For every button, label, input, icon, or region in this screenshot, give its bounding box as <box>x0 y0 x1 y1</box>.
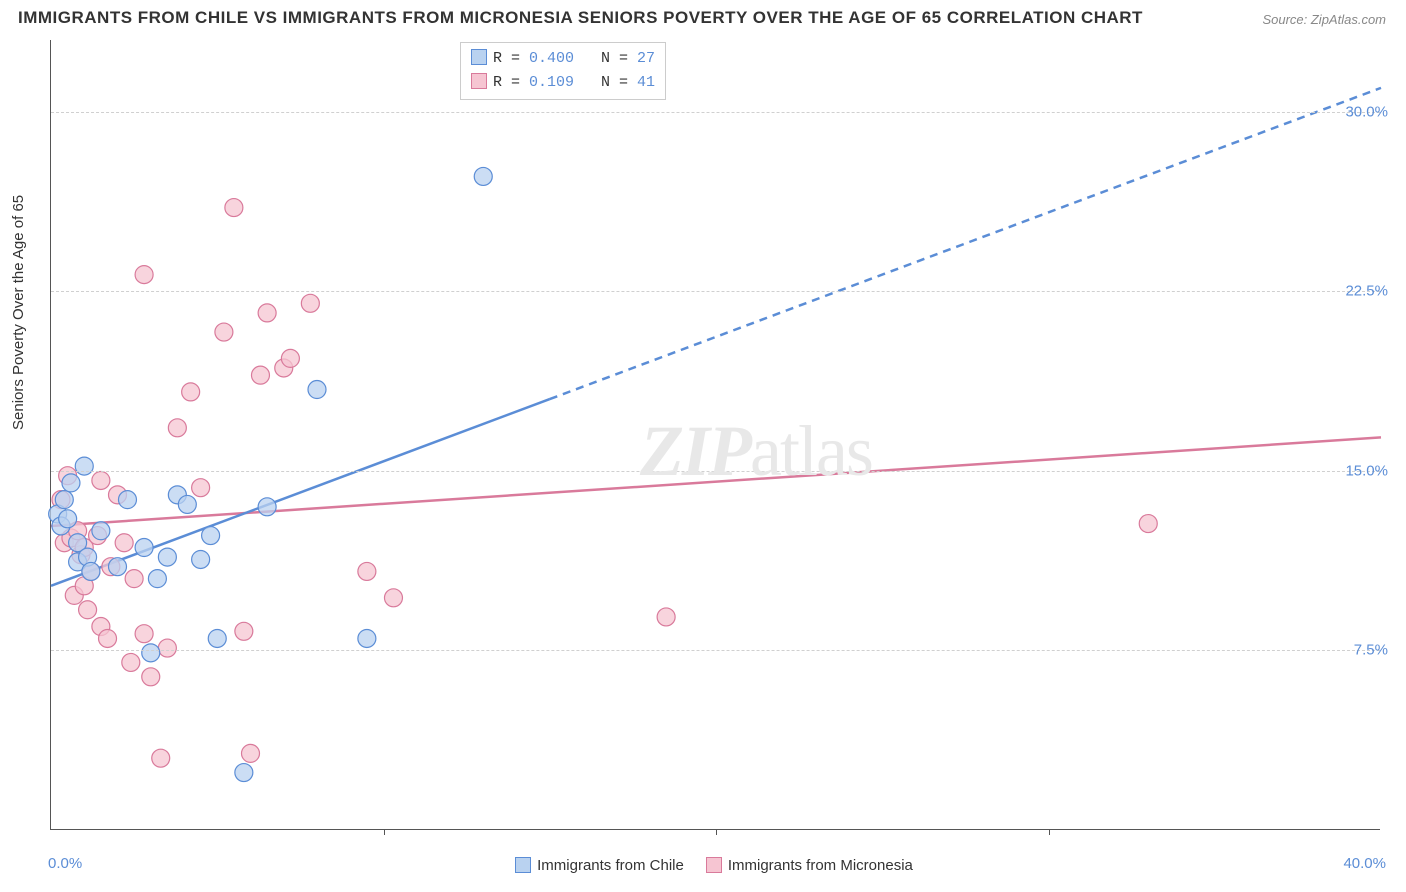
data-point <box>182 383 200 401</box>
data-point <box>148 570 166 588</box>
data-point <box>122 653 140 671</box>
legend-swatch <box>515 857 531 873</box>
legend-n-value: 41 <box>637 74 655 91</box>
legend-swatch <box>706 857 722 873</box>
chart-title: IMMIGRANTS FROM CHILE VS IMMIGRANTS FROM… <box>18 8 1143 28</box>
data-point <box>202 527 220 545</box>
legend-swatch <box>471 49 487 65</box>
data-point <box>152 749 170 767</box>
data-point <box>115 534 133 552</box>
legend-row: R = 0.400 N = 27 <box>471 47 655 71</box>
data-point <box>225 199 243 217</box>
y-tick-label: 30.0% <box>1345 103 1388 120</box>
source-attribution: Source: ZipAtlas.com <box>1262 12 1386 27</box>
chart-svg <box>51 40 1380 829</box>
series-legend: Immigrants from Chile Immigrants from Mic… <box>0 857 1406 874</box>
data-point <box>158 639 176 657</box>
legend-r-value: 0.109 <box>529 74 574 91</box>
regression-line-dashed <box>550 88 1381 399</box>
data-point <box>82 562 100 580</box>
data-point <box>62 474 80 492</box>
y-axis-label: Seniors Poverty Over the Age of 65 <box>10 195 27 430</box>
plot-area <box>50 40 1380 830</box>
gridline-h <box>51 112 1380 113</box>
data-point <box>235 764 253 782</box>
legend-r-label: R = <box>493 50 529 67</box>
data-point <box>135 625 153 643</box>
y-tick-label: 15.0% <box>1345 462 1388 479</box>
data-point <box>158 548 176 566</box>
data-point <box>358 629 376 647</box>
regression-line <box>51 437 1381 526</box>
legend-label: Immigrants from Chile <box>537 857 684 874</box>
data-point <box>208 629 226 647</box>
data-point <box>301 294 319 312</box>
legend-n-value: 27 <box>637 50 655 67</box>
legend-swatch <box>471 73 487 89</box>
data-point <box>118 491 136 509</box>
data-point <box>251 366 269 384</box>
legend-n-label: N = <box>574 50 637 67</box>
data-point <box>142 644 160 662</box>
data-point <box>192 550 210 568</box>
legend-n-label: N = <box>574 74 637 91</box>
y-tick-label: 7.5% <box>1354 642 1388 659</box>
data-point <box>99 629 117 647</box>
data-point <box>1139 515 1157 533</box>
data-point <box>135 539 153 557</box>
gridline-h <box>51 650 1380 651</box>
data-point <box>75 457 93 475</box>
x-tick <box>716 829 717 835</box>
data-point <box>178 495 196 513</box>
data-point <box>168 419 186 437</box>
legend-row: R = 0.109 N = 41 <box>471 71 655 95</box>
legend-r-value: 0.400 <box>529 50 574 67</box>
data-point <box>281 349 299 367</box>
data-point <box>242 744 260 762</box>
data-point <box>358 562 376 580</box>
data-point <box>258 304 276 322</box>
data-point <box>258 498 276 516</box>
data-point <box>657 608 675 626</box>
data-point <box>125 570 143 588</box>
legend-label: Immigrants from Micronesia <box>728 857 913 874</box>
x-tick <box>1049 829 1050 835</box>
legend-r-label: R = <box>493 74 529 91</box>
data-point <box>92 522 110 540</box>
data-point <box>135 266 153 284</box>
gridline-h <box>51 291 1380 292</box>
x-tick <box>384 829 385 835</box>
data-point <box>474 167 492 185</box>
data-point <box>192 479 210 497</box>
data-point <box>92 471 110 489</box>
data-point <box>384 589 402 607</box>
data-point <box>308 381 326 399</box>
data-point <box>215 323 233 341</box>
gridline-h <box>51 471 1380 472</box>
data-point <box>235 622 253 640</box>
correlation-legend: R = 0.400 N = 27R = 0.109 N = 41 <box>460 42 666 100</box>
data-point <box>109 558 127 576</box>
y-tick-label: 22.5% <box>1345 283 1388 300</box>
data-point <box>79 601 97 619</box>
data-point <box>59 510 77 528</box>
data-point <box>142 668 160 686</box>
data-point <box>55 491 73 509</box>
